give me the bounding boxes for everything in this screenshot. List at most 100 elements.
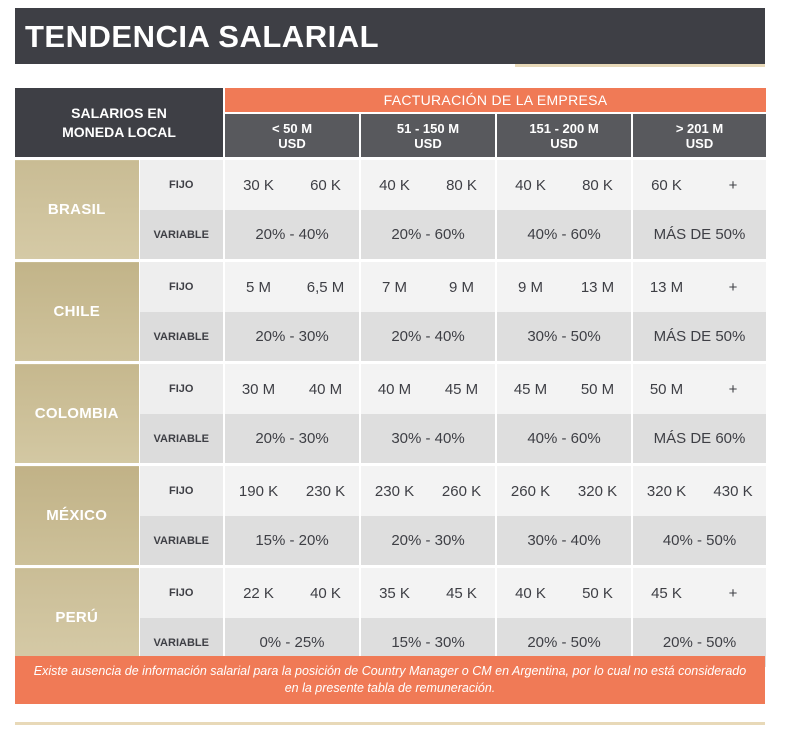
country-label: BRASIL <box>15 157 139 261</box>
fijo-cell: 9 M <box>495 259 564 312</box>
range-header: > 201 M USD <box>632 112 767 159</box>
variable-cell: 40% - 50% <box>630 516 767 567</box>
title-bar: TENDENCIA SALARIAL <box>15 8 765 67</box>
table-row-fijo: COLOMBIA FIJO 30 M 40 M 40 M 45 M 45 M 5… <box>15 361 767 465</box>
country-label: PERÚ <box>15 565 139 667</box>
fijo-cell: 50 M <box>564 361 632 414</box>
fijo-cell: 40 K <box>292 565 360 618</box>
fijo-cell: 22 K <box>223 565 292 618</box>
fijo-cell: 40 M <box>292 361 360 414</box>
fijo-cell: 45 M <box>495 361 564 414</box>
fijo-cell: 230 K <box>359 463 428 516</box>
fijo-cell: 60 K <box>631 157 700 210</box>
fijo-cell: 7 M <box>359 259 428 312</box>
variable-cell: 30% - 40% <box>359 414 496 465</box>
country-label: COLOMBIA <box>15 361 139 465</box>
row-type-fijo: FIJO <box>138 463 224 516</box>
country-label: CHILE <box>15 259 139 363</box>
corner-line2: MONEDA LOCAL <box>62 123 176 140</box>
fijo-cell: 40 K <box>359 157 428 210</box>
fijo-cell: 13 M <box>631 259 700 312</box>
fijo-cell: 80 K <box>564 157 632 210</box>
row-type-variable: VARIABLE <box>138 210 224 261</box>
variable-cell: MÁS DE 50% <box>630 312 767 363</box>
fijo-cell: 40 K <box>495 157 564 210</box>
table-row-variable: VARIABLE 20% - 40% 20% - 60% 40% - 60% M… <box>15 210 767 261</box>
row-type-fijo: FIJO <box>138 157 224 210</box>
range-unit: USD <box>278 135 306 151</box>
fijo-cell: 45 K <box>631 565 700 618</box>
table-row-variable: VARIABLE 20% - 30% 30% - 40% 40% - 60% M… <box>15 414 767 465</box>
table-row-variable: VARIABLE 15% - 20% 20% - 30% 30% - 40% 4… <box>15 516 767 567</box>
row-type-fijo: FIJO <box>138 361 224 414</box>
fijo-cell: 13 M <box>564 259 632 312</box>
fijo-cell: 30 K <box>223 157 292 210</box>
fijo-cell: 35 K <box>359 565 428 618</box>
range-header: 151 - 200 M USD <box>496 112 633 159</box>
range-header: 51 - 150 M USD <box>360 112 497 159</box>
row-type-fijo: FIJO <box>138 565 224 618</box>
range-amount: 151 - 200 M <box>529 120 599 136</box>
corner-line1: SALARIOS EN <box>71 104 167 121</box>
fijo-cell: 40 K <box>495 565 564 618</box>
fijo-cell: 320 K <box>564 463 632 516</box>
range-unit: USD <box>550 135 578 151</box>
variable-cell: 20% - 60% <box>359 210 496 261</box>
bottom-divider <box>15 722 765 725</box>
fijo-cell: 260 K <box>428 463 496 516</box>
fijo-cell: + <box>700 157 767 210</box>
range-unit: USD <box>685 135 714 151</box>
fijo-cell: 50 K <box>564 565 632 618</box>
fijo-cell: 45 K <box>428 565 496 618</box>
page-title: TENDENCIA SALARIAL <box>25 19 380 54</box>
table-row-fijo: BRASIL FIJO 30 K 60 K 40 K 80 K 40 K 80 … <box>15 157 767 261</box>
row-type-variable: VARIABLE <box>138 414 224 465</box>
footnote-text: Existe ausencia de información salarial … <box>33 664 747 695</box>
variable-cell: MÁS DE 50% <box>630 210 767 261</box>
footnote-banner: Existe ausencia de información salarial … <box>15 656 765 704</box>
fijo-cell: 45 M <box>428 361 496 414</box>
range-amount: < 50 M <box>271 120 313 136</box>
country-label: MÉXICO <box>15 463 139 567</box>
fijo-cell: 5 M <box>223 259 292 312</box>
variable-cell: 20% - 30% <box>223 414 360 465</box>
fijo-cell: 60 K <box>292 157 360 210</box>
fijo-cell: + <box>700 565 767 618</box>
fijo-cell: 30 M <box>223 361 292 414</box>
table-row-fijo: CHILE FIJO 5 M 6,5 M 7 M 9 M 9 M 13 M 13… <box>15 259 767 363</box>
fijo-cell: 260 K <box>495 463 564 516</box>
range-amount: > 201 M <box>675 120 724 136</box>
table-row-fijo: MÉXICO FIJO 190 K 230 K 230 K 260 K 260 … <box>15 463 767 567</box>
facturacion-header: FACTURACIÓN DE LA EMPRESA <box>224 88 767 113</box>
range-amount: 51 - 150 M <box>396 120 460 136</box>
variable-cell: 20% - 40% <box>359 312 496 363</box>
row-type-variable: VARIABLE <box>138 312 224 363</box>
row-type-variable: VARIABLE <box>138 516 224 567</box>
variable-cell: 40% - 60% <box>495 210 632 261</box>
variable-cell: MÁS DE 60% <box>630 414 767 465</box>
fijo-cell: 40 M <box>359 361 428 414</box>
variable-cell: 20% - 30% <box>223 312 360 363</box>
row-type-fijo: FIJO <box>138 259 224 312</box>
fijo-cell: 320 K <box>631 463 700 516</box>
variable-cell: 30% - 40% <box>495 516 632 567</box>
fijo-cell: 80 K <box>428 157 496 210</box>
fijo-cell: 430 K <box>700 463 767 516</box>
fijo-cell: 190 K <box>223 463 292 516</box>
fijo-cell: + <box>700 259 767 312</box>
variable-cell: 20% - 40% <box>223 210 360 261</box>
variable-cell: 15% - 20% <box>223 516 360 567</box>
title-accent-line <box>515 64 765 67</box>
fijo-cell: 9 M <box>428 259 496 312</box>
fijo-cell: + <box>700 361 767 414</box>
fijo-cell: 50 M <box>631 361 700 414</box>
header-corner: SALARIOS EN MONEDA LOCAL <box>15 88 225 159</box>
table-row-variable: VARIABLE 20% - 30% 20% - 40% 30% - 50% M… <box>15 312 767 363</box>
range-unit: USD <box>414 135 442 151</box>
variable-cell: 30% - 50% <box>495 312 632 363</box>
fijo-cell: 230 K <box>292 463 360 516</box>
range-header: < 50 M USD <box>224 112 361 159</box>
salary-table: SALARIOS EN MONEDA LOCAL FACTURACIÓN DE … <box>15 88 767 667</box>
variable-cell: 20% - 30% <box>359 516 496 567</box>
fijo-cell: 6,5 M <box>292 259 360 312</box>
